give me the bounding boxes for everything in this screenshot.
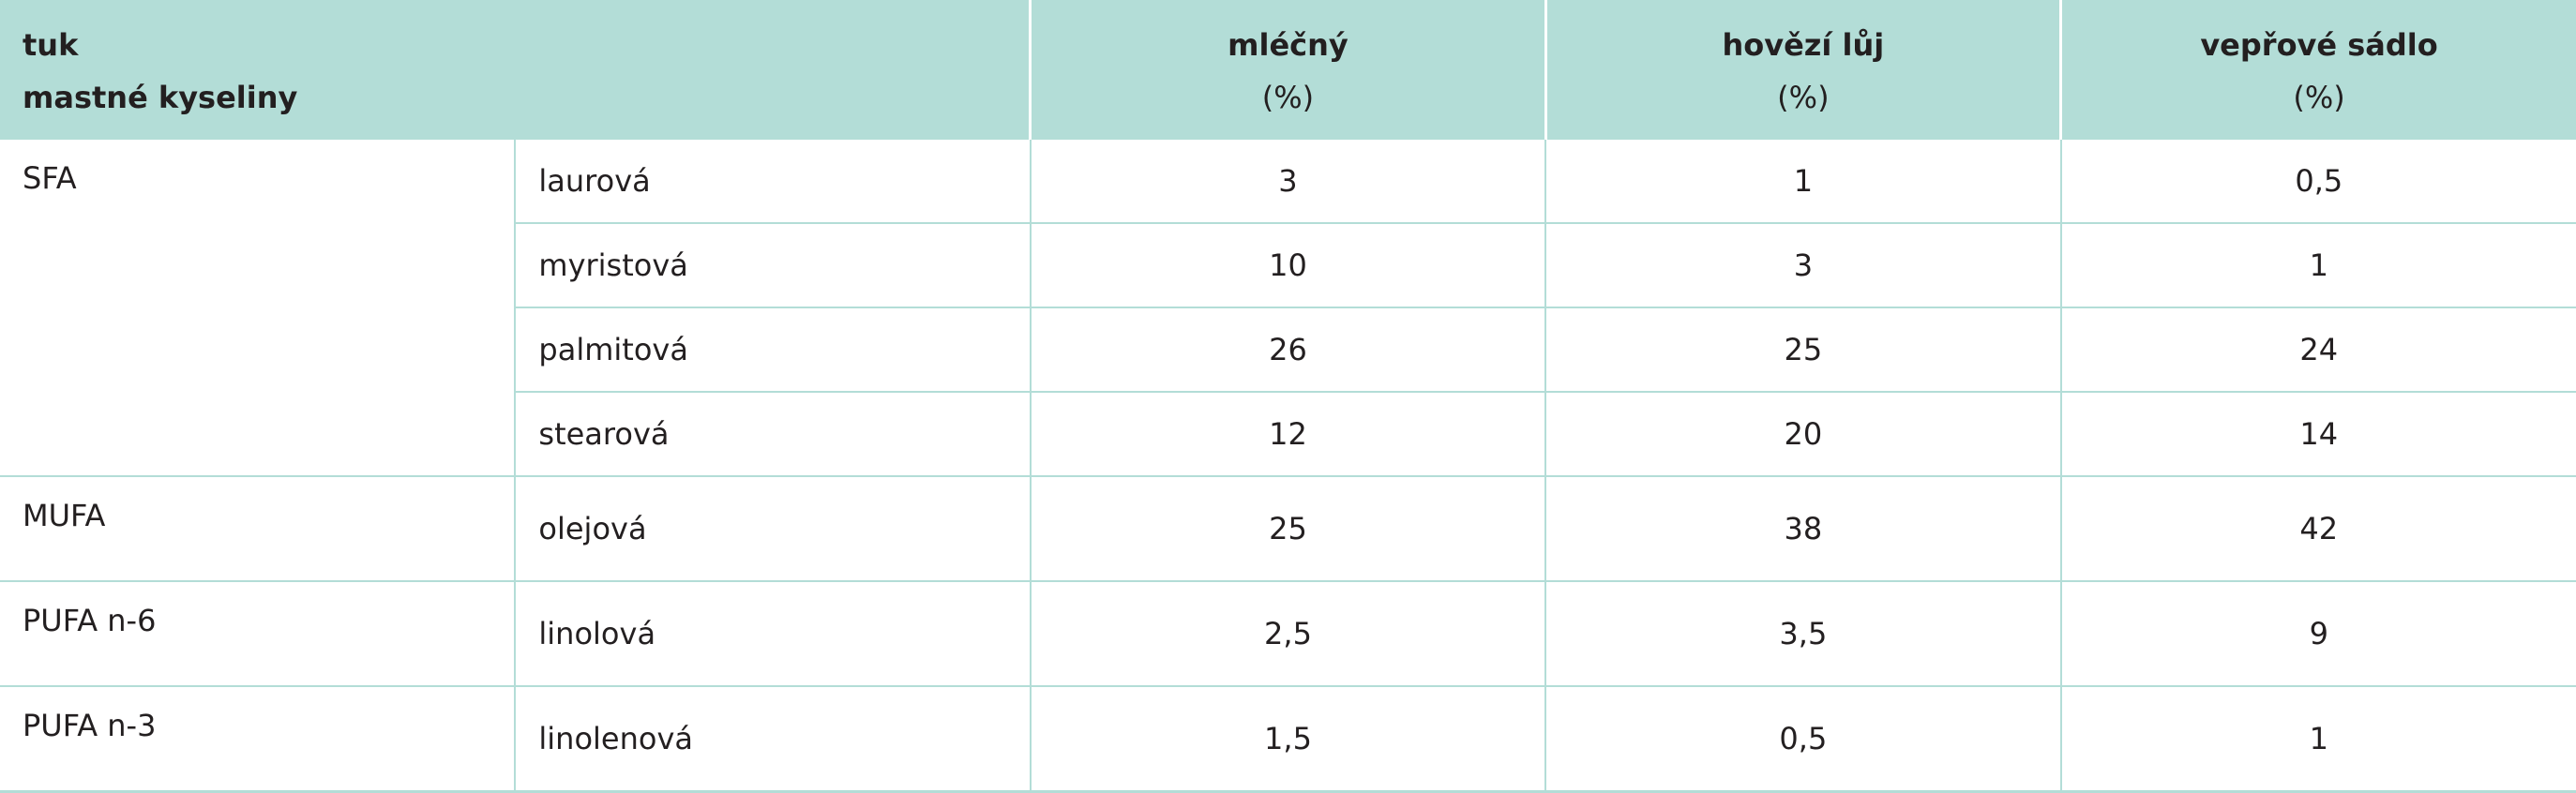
header-label-line: mastné kyseliny: [23, 80, 298, 115]
column-unit: (%): [1777, 80, 1830, 115]
header-column: mléčný (%): [1029, 0, 1546, 139]
table-body: SFA laurová 3 1 0,5 myristová 10 3 1 palmitová 26 2…: [0, 138, 2576, 793]
header-column: hovězí lůj (%): [1544, 0, 2061, 139]
acid-name: palmitová: [514, 307, 1031, 392]
value-cell: 20: [1544, 391, 2061, 476]
data-row: myristová 10 3 1: [0, 222, 2576, 307]
value-cell: 1: [2059, 222, 2576, 307]
group-name: PUFA n-3: [0, 685, 516, 793]
acid-name: linolenová: [514, 685, 1031, 793]
acid-name: olejová: [514, 475, 1031, 581]
value-cell: 25: [1029, 475, 1546, 581]
value-cell: 0,5: [2059, 138, 2576, 223]
data-row: PUFA n-3 linolenová 1,5 0,5 1: [0, 685, 2576, 793]
value-cell: 3,5: [1544, 580, 2061, 686]
value-cell: 38: [1544, 475, 2061, 581]
data-row: MUFA olejová 25 38 42: [0, 475, 2576, 581]
column-name: vepřové sádlo: [2200, 27, 2438, 63]
value-cell: 3: [1544, 222, 2061, 307]
value-cell: 1: [2059, 685, 2576, 793]
group-name: PUFA n-6: [0, 580, 516, 686]
value-cell: 9: [2059, 580, 2576, 686]
column-unit: (%): [2293, 80, 2345, 115]
value-cell: 25: [1544, 307, 2061, 392]
value-cell: 14: [2059, 391, 2576, 476]
value-cell: 12: [1029, 391, 1546, 476]
header-label-line: tuk: [23, 27, 79, 63]
column-name: mléčný: [1228, 27, 1348, 63]
data-row: PUFA n-6 linolová 2,5 3,5 9: [0, 580, 2576, 686]
value-cell: 2,5: [1029, 580, 1546, 686]
data-row: palmitová 26 25 24: [0, 307, 2576, 392]
column-name: hovězí lůj: [1722, 27, 1885, 63]
value-cell: 1: [1544, 138, 2061, 223]
acid-name: myristová: [514, 222, 1031, 307]
group-name: SFA: [0, 138, 516, 476]
value-cell: 24: [2059, 307, 2576, 392]
header-row: tuk mastné kyseliny mléčný (%) hovězí lůj (%)…: [0, 0, 2576, 139]
column-unit: (%): [1261, 80, 1315, 115]
value-cell: 3: [1029, 138, 1546, 223]
value-cell: 26: [1029, 307, 1546, 392]
header-column: vepřové sádlo (%): [2059, 0, 2576, 139]
acid-name: laurová: [514, 138, 1031, 223]
acid-name: linolová: [514, 580, 1031, 686]
data-row: stearová 12 20 14: [0, 391, 2576, 476]
acid-name: stearová: [514, 391, 1031, 476]
value-cell: 0,5: [1544, 685, 2061, 793]
header-label-cell: tuk mastné kyseliny: [0, 0, 1031, 139]
value-cell: 10: [1029, 222, 1546, 307]
value-cell: 1,5: [1029, 685, 1546, 793]
value-cell: 42: [2059, 475, 2576, 581]
group-name: MUFA: [0, 475, 516, 581]
data-row: SFA laurová 3 1 0,5: [0, 138, 2576, 476]
